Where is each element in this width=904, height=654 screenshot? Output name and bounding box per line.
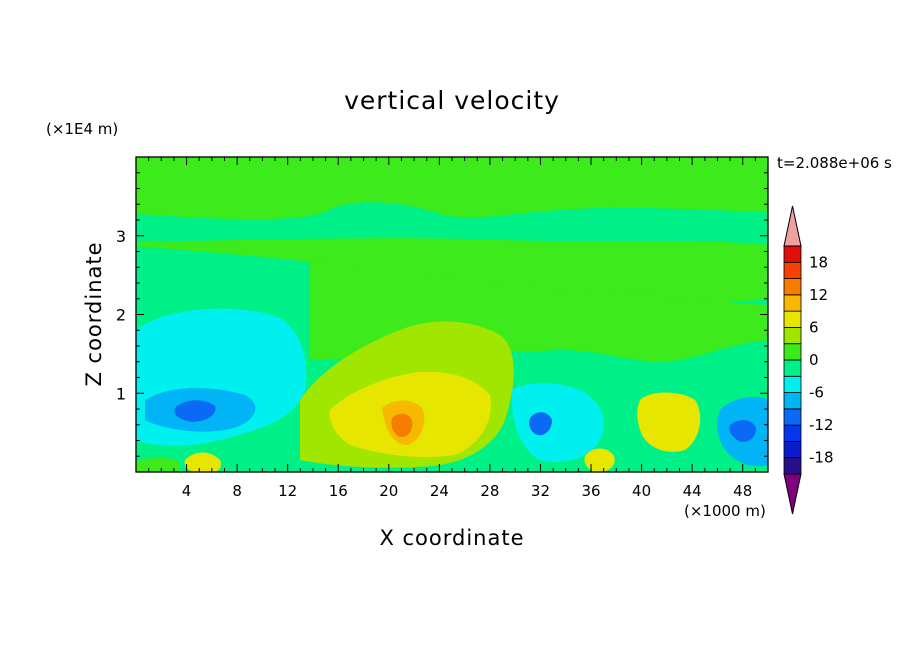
x-tick-label: 24 [430,482,449,500]
y-tick-label: 1 [116,384,126,403]
contour-fill [136,157,768,472]
colorbar-box [783,245,802,263]
region-bottom-right-positive [584,448,615,472]
y-axis-unit: (×1E4 m) [46,120,119,138]
region-bottom-left-positive [184,452,221,472]
x-tick-label: 40 [632,482,651,500]
y-tick-label: 3 [116,227,126,246]
x-axis-unit: (×1000 m) [684,502,766,520]
x-tick-label: 32 [531,482,550,500]
colorbar-box [783,310,802,328]
colorbar-box [783,294,802,312]
colorbar-box [783,408,802,426]
x-tick-label: 48 [733,482,752,500]
x-axis-ticks: 4 8 12 16 20 24 28 32 36 40 44 48 [148,157,756,500]
x-tick-label: 12 [278,482,297,500]
time-label: t=2.088e+06 s [777,154,892,172]
region-center-positive4 [391,413,413,438]
region-bottom-left-edge [136,457,180,472]
colorbar-box [783,359,802,377]
x-tick-label: 44 [683,482,702,500]
colorbar-box [783,327,802,345]
chart-title: vertical velocity [344,86,560,115]
colorbar-box [783,261,802,279]
colorbar-box [783,375,802,393]
region-left-negative3 [174,400,216,422]
colorbar-box [783,343,802,361]
colorbar-max-arrow [783,205,802,247]
colorbar-tick-label: -6 [809,384,824,402]
colorbar-tick-label: -18 [809,449,834,467]
colorbar-tick-label: 18 [809,253,828,271]
x-tick-label: 28 [480,482,499,500]
colorbar: 18 12 6 0 -6 -12 -18 [783,205,834,515]
colorbar-box [783,424,802,442]
colorbar-box [783,392,802,410]
colorbar-min-arrow [783,473,802,515]
colorbar-tick-label: 12 [809,286,828,304]
x-tick-label: 16 [329,482,348,500]
colorbar-tick-label: -12 [809,416,834,434]
y-axis-ticks: 1 2 3 [116,172,768,457]
colorbar-tick-label: 6 [809,318,819,336]
region-right-negative [511,383,604,462]
region-upper-positive [136,157,768,220]
x-tick-label: 36 [581,482,600,500]
colorbar-tick-label: 0 [809,351,819,369]
region-right-positive [637,392,701,452]
region-right-negative2 [529,412,552,436]
colorbar-box [783,441,802,459]
region-far-right-negative2 [729,420,756,442]
x-tick-label: 20 [379,482,398,500]
x-tick-label: 4 [182,482,192,500]
y-tick-label: 2 [116,306,126,325]
x-axis-label: X coordinate [379,526,525,550]
colorbar-box [783,278,802,296]
x-tick-label: 8 [232,482,242,500]
colorbar-box [783,457,802,475]
